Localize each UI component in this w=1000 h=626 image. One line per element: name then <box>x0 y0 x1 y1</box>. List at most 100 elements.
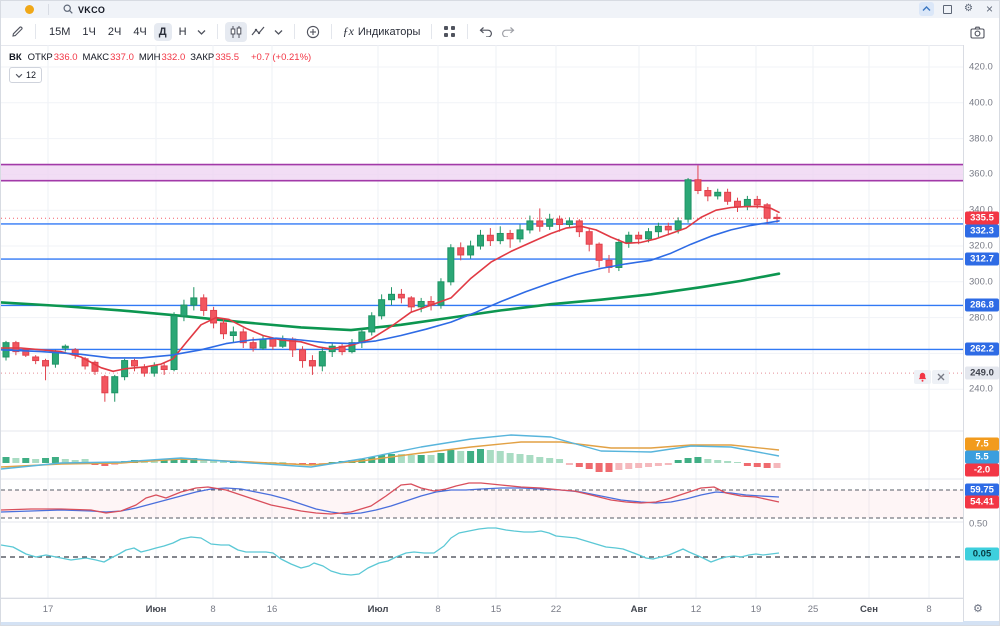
timeframe-4Ч[interactable]: 4Ч <box>133 25 147 38</box>
candlestick-style-icon[interactable] <box>224 21 247 42</box>
macd-histogram-bar <box>704 459 712 463</box>
macd-histogram-bar <box>12 458 20 463</box>
macd-histogram-bar <box>150 461 158 463</box>
oscillator-line <box>1 527 780 576</box>
macd-histogram-bar <box>51 457 59 463</box>
bar-interval-chip[interactable]: 12 <box>9 67 43 83</box>
legend-value: 335.5 <box>215 52 239 63</box>
title-bar: VKCO ⚙ × <box>1 1 999 19</box>
time-tick: 16 <box>266 604 278 615</box>
macd-histogram-bar <box>447 450 455 463</box>
timeframe-2Ч[interactable]: 2Ч <box>107 25 122 38</box>
timeframe-Д[interactable]: Д <box>153 22 172 41</box>
line-style-icon[interactable] <box>247 22 270 41</box>
chevron-down-icon[interactable] <box>193 26 210 38</box>
close-icon[interactable]: × <box>985 2 993 16</box>
price-badge: 286.8 <box>965 298 999 312</box>
price-badge: 312.7 <box>965 252 999 266</box>
candle-body <box>565 220 573 226</box>
timeframe-1Ч[interactable]: 1Ч <box>82 25 96 38</box>
macd-histogram-bar <box>635 463 643 468</box>
compare-plus-icon[interactable] <box>302 22 324 42</box>
candle-body <box>753 198 761 206</box>
legend-change: +0.7 (+0.21%) <box>250 52 312 63</box>
macd-signal-line <box>1 441 780 468</box>
time-tick: Июл <box>367 604 389 615</box>
candle-body <box>625 234 633 243</box>
time-axis[interactable]: 17 Июн 8 16 Июл 8 15 22 Авг 12 19 25 Сен 8 <box>1 598 963 622</box>
candle-body <box>239 331 247 344</box>
candle-body <box>368 315 376 333</box>
candle-body <box>437 281 445 306</box>
candle-body <box>724 191 732 202</box>
price-tick: 320.0 <box>969 240 993 252</box>
candle-body <box>378 299 386 317</box>
candle-body <box>516 229 524 240</box>
timeframe-Н[interactable]: Н <box>178 25 187 38</box>
time-tick: Сен <box>860 604 878 615</box>
candle-body <box>773 216 781 220</box>
chevron-up-icon[interactable] <box>919 2 934 16</box>
chevron-down-icon[interactable] <box>270 26 287 38</box>
symbol-ticker: VKCO <box>78 4 106 15</box>
candle-body <box>763 204 771 219</box>
layout-grid-icon[interactable] <box>439 22 460 41</box>
macd-histogram-bar <box>516 454 524 463</box>
candle-body <box>180 304 188 317</box>
candle-body <box>536 220 544 227</box>
price-tick: 280.0 <box>969 312 993 324</box>
redo-icon[interactable] <box>497 23 519 40</box>
macd-histogram-bar <box>733 462 741 463</box>
tab-color-dot <box>25 5 34 14</box>
macd-histogram-bar <box>565 463 573 465</box>
macd-histogram-bar <box>32 459 40 463</box>
search-icon <box>63 3 73 16</box>
bottom-scroll-strip[interactable] <box>1 621 999 625</box>
alert-close-button[interactable] <box>932 370 949 384</box>
price-badge: 262.2 <box>965 342 999 356</box>
camera-snapshot-icon[interactable] <box>966 23 989 42</box>
price-chart-canvas[interactable] <box>1 45 963 598</box>
legend-values: ОТКР336.0 МАКС337.0 МИН332.0 ЗАКР335.5 <box>28 52 244 63</box>
candle-body <box>249 342 257 349</box>
undo-icon[interactable] <box>475 23 497 40</box>
price-badge: 335.5 <box>965 211 999 225</box>
candle-body <box>12 342 20 353</box>
legend-value: 332.0 <box>161 52 186 63</box>
axis-gear-icon[interactable]: ⚙ <box>973 603 983 615</box>
symbol-search[interactable]: VKCO <box>63 3 106 16</box>
time-tick: 8 <box>926 604 932 615</box>
candle-body <box>615 241 623 268</box>
macd-histogram-bar <box>61 459 69 463</box>
pencil-icon[interactable] <box>7 22 28 41</box>
macd-histogram-bar <box>476 449 484 463</box>
candle-body <box>546 218 554 227</box>
macd-histogram-bar <box>200 459 208 463</box>
price-axis[interactable]: 420.0 400.0 380.0 360.0 340.0 320.0 300.0 280.0… <box>963 45 999 621</box>
candle-body <box>674 220 682 231</box>
legend-label: ЗАКР <box>190 52 215 63</box>
candle-body <box>131 360 139 367</box>
time-tick: 8 <box>435 604 441 615</box>
macd-histogram-bar <box>773 463 781 468</box>
alert-bell-button[interactable] <box>914 370 931 384</box>
macd-histogram-bar <box>71 460 79 463</box>
ohlc-legend[interactable]: ВК ОТКР336.0 МАКС337.0 МИН332.0 ЗАКР335.5 +… <box>9 52 311 63</box>
price-tick: 0.50 <box>969 518 988 530</box>
macd-histogram-bar <box>160 460 168 463</box>
candle-body <box>160 365 168 371</box>
price-tick: 300.0 <box>969 276 993 288</box>
candle-body <box>210 309 218 324</box>
candle-body <box>170 315 178 371</box>
price-badge: 249.0 <box>965 366 999 380</box>
candle-body <box>42 360 50 367</box>
price-badge: 5.5 <box>965 450 999 464</box>
candle-body <box>447 247 455 283</box>
macd-histogram-bar <box>457 451 465 463</box>
time-tick: 25 <box>807 604 819 615</box>
indicators-button[interactable]: ƒx Индикаторы <box>339 21 425 42</box>
gear-icon[interactable]: ⚙ <box>964 3 973 14</box>
timeframe-15M[interactable]: 15M <box>49 25 71 38</box>
maximize-icon[interactable] <box>940 2 955 16</box>
